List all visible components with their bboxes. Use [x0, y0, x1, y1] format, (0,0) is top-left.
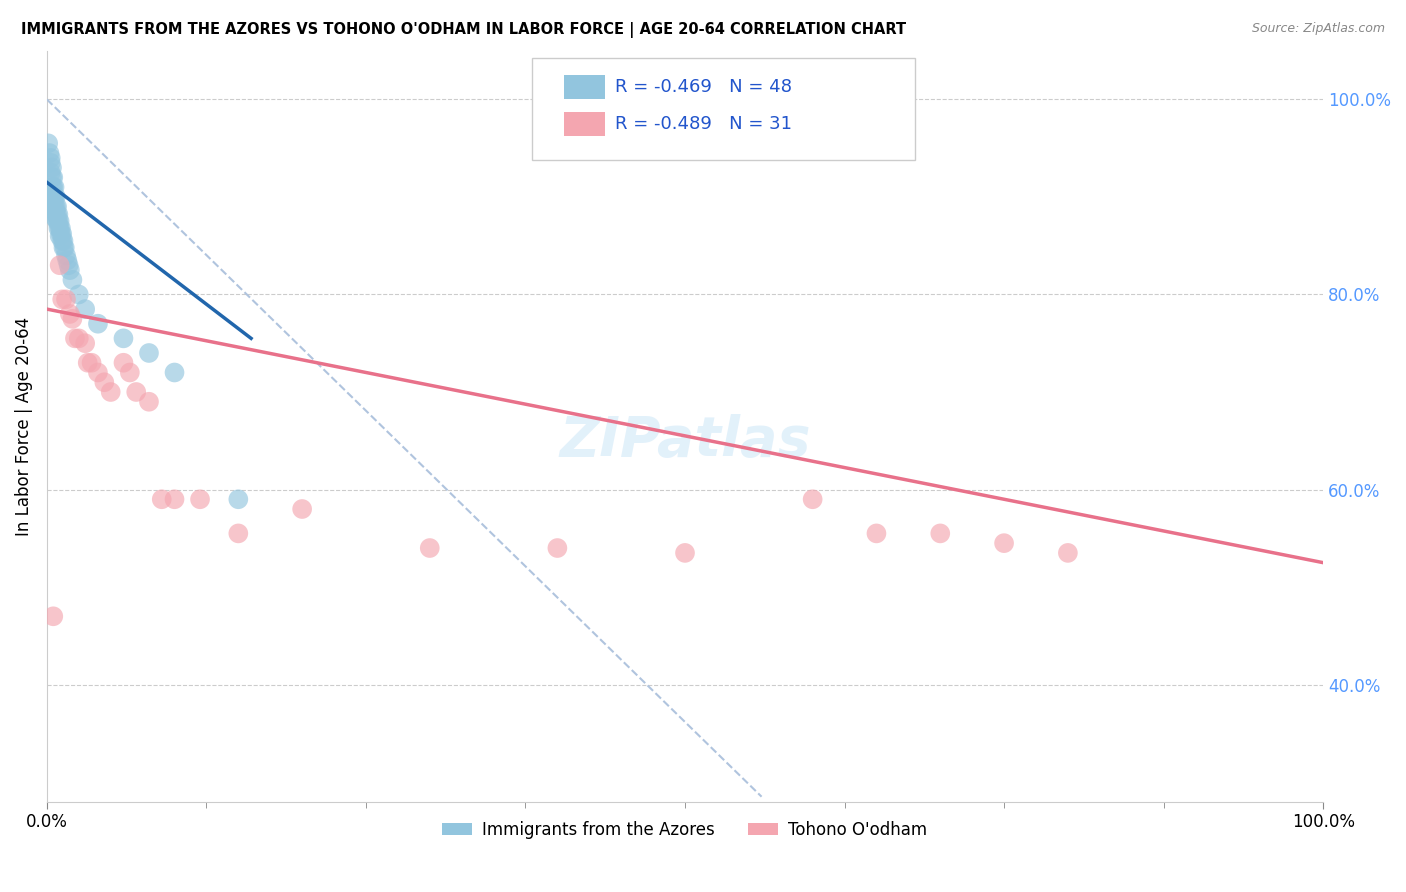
Point: [39, 156, 62, 170]
FancyBboxPatch shape: [531, 58, 915, 160]
Point: [46, 200, 69, 214]
Point: [150, 492, 173, 507]
Point: [49, 221, 72, 235]
Point: [51, 234, 73, 248]
Point: [44, 180, 66, 194]
Point: [62, 273, 84, 287]
Point: [93, 376, 115, 390]
Point: [59, 263, 82, 277]
Text: ZIPatlas: ZIPatlas: [560, 414, 811, 468]
Point: [42, 170, 65, 185]
Point: [929, 526, 952, 541]
Point: [291, 502, 314, 516]
Point: [52, 241, 75, 255]
Point: [46, 207, 69, 221]
Point: [41, 170, 63, 185]
Point: [67, 331, 90, 345]
Point: [125, 384, 148, 399]
Point: [865, 526, 887, 541]
Point: [48, 258, 70, 272]
Point: [112, 331, 135, 345]
Point: [163, 492, 186, 507]
Point: [41, 180, 63, 194]
Point: [48, 214, 70, 228]
Point: [188, 492, 211, 507]
Point: [42, 609, 65, 624]
Point: [138, 346, 160, 360]
Point: [44, 204, 66, 219]
Point: [51, 293, 73, 307]
Point: [75, 302, 97, 317]
Point: [48, 229, 70, 244]
Point: [46, 214, 69, 228]
Point: [993, 536, 1015, 550]
Point: [48, 221, 70, 235]
Point: [39, 151, 62, 165]
Point: [41, 161, 63, 175]
Point: [138, 394, 160, 409]
Point: [48, 214, 70, 228]
Text: Source: ZipAtlas.com: Source: ZipAtlas.com: [1251, 22, 1385, 36]
Legend: Immigrants from the Azores, Tohono O'odham: Immigrants from the Azores, Tohono O'odh…: [436, 814, 934, 846]
Text: IMMIGRANTS FROM THE AZORES VS TOHONO O'ODHAM IN LABOR FORCE | AGE 20-64 CORRELAT: IMMIGRANTS FROM THE AZORES VS TOHONO O'O…: [21, 22, 907, 38]
Y-axis label: In Labor Force | Age 20-64: In Labor Force | Age 20-64: [15, 317, 32, 536]
Point: [48, 207, 70, 221]
Point: [62, 311, 84, 326]
Point: [45, 200, 67, 214]
Point: [48, 221, 70, 235]
Point: [55, 293, 77, 307]
Point: [163, 366, 186, 380]
Point: [42, 190, 65, 204]
Point: [59, 307, 82, 321]
Point: [112, 356, 135, 370]
Point: [673, 546, 696, 560]
Point: [42, 194, 65, 209]
Point: [228, 492, 250, 507]
Point: [53, 241, 76, 255]
Point: [44, 200, 66, 214]
Point: [87, 366, 110, 380]
Point: [118, 366, 141, 380]
Point: [56, 253, 79, 268]
Point: [52, 234, 75, 248]
Point: [45, 211, 67, 226]
Point: [51, 227, 73, 241]
Point: [801, 492, 824, 507]
Point: [100, 384, 122, 399]
Point: [67, 287, 90, 301]
Point: [38, 146, 60, 161]
Point: [75, 336, 97, 351]
Point: [76, 356, 98, 370]
Point: [80, 356, 103, 370]
Point: [42, 180, 65, 194]
Point: [45, 190, 67, 204]
Point: [419, 541, 441, 555]
Point: [228, 526, 250, 541]
Point: [87, 317, 110, 331]
Point: [39, 165, 62, 179]
FancyBboxPatch shape: [564, 76, 605, 100]
Point: [37, 136, 59, 151]
Point: [58, 258, 80, 272]
Point: [546, 541, 568, 555]
Point: [55, 248, 77, 262]
Point: [63, 331, 86, 345]
FancyBboxPatch shape: [564, 112, 605, 136]
Point: [49, 227, 72, 241]
Point: [44, 190, 66, 204]
Text: R = -0.469   N = 48: R = -0.469 N = 48: [614, 78, 792, 96]
Text: R = -0.489   N = 31: R = -0.489 N = 31: [614, 114, 792, 133]
Point: [1057, 546, 1080, 560]
Point: [45, 207, 67, 221]
